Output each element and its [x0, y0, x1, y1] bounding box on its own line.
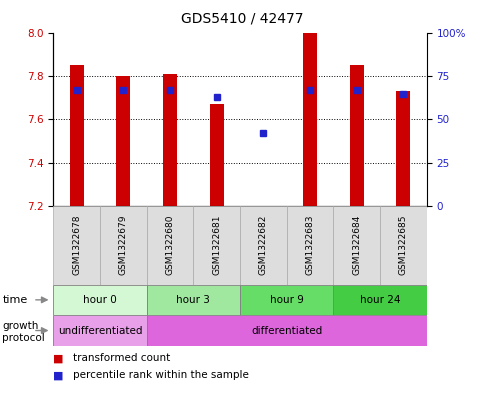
Text: ■: ■	[53, 353, 64, 364]
Bar	[302, 33, 317, 206]
Bar	[53, 206, 100, 285]
Bar	[395, 91, 409, 206]
Bar	[379, 206, 426, 285]
Bar	[70, 66, 84, 206]
Bar	[209, 105, 223, 206]
Text: growth protocol: growth protocol	[0, 392, 1, 393]
Bar	[193, 206, 240, 285]
Bar	[146, 206, 193, 285]
Text: protocol: protocol	[2, 333, 45, 343]
Text: GSM1322685: GSM1322685	[398, 215, 407, 275]
Text: GSM1322683: GSM1322683	[305, 215, 314, 275]
Text: ■: ■	[53, 370, 64, 380]
Text: undifferentiated: undifferentiated	[58, 325, 142, 336]
Text: GSM1322680: GSM1322680	[165, 215, 174, 275]
Text: differentiated: differentiated	[251, 325, 322, 336]
Bar	[286, 206, 333, 285]
Text: hour 9: hour 9	[269, 295, 303, 305]
Bar	[146, 285, 240, 315]
Bar	[333, 206, 379, 285]
Text: GSM1322684: GSM1322684	[351, 215, 361, 275]
Text: transformed count: transformed count	[73, 353, 170, 364]
Text: hour 3: hour 3	[176, 295, 210, 305]
Bar	[240, 206, 286, 285]
Text: GSM1322679: GSM1322679	[119, 215, 128, 275]
Bar	[240, 285, 333, 315]
Text: GSM1322682: GSM1322682	[258, 215, 267, 275]
Text: growth: growth	[2, 321, 39, 331]
Text: percentile rank within the sample: percentile rank within the sample	[73, 370, 248, 380]
Bar	[116, 76, 130, 206]
Bar	[349, 66, 363, 206]
Bar	[53, 315, 146, 346]
Text: GSM1322678: GSM1322678	[72, 215, 81, 275]
Bar	[163, 74, 177, 206]
Text: GDS5410 / 42477: GDS5410 / 42477	[181, 12, 303, 26]
Bar	[333, 285, 426, 315]
Bar	[53, 285, 146, 315]
Text: time: time	[2, 295, 28, 305]
Bar	[146, 315, 426, 346]
Text: hour 0: hour 0	[83, 295, 117, 305]
Text: hour 24: hour 24	[359, 295, 400, 305]
Text: GSM1322681: GSM1322681	[212, 215, 221, 275]
Bar	[100, 206, 146, 285]
